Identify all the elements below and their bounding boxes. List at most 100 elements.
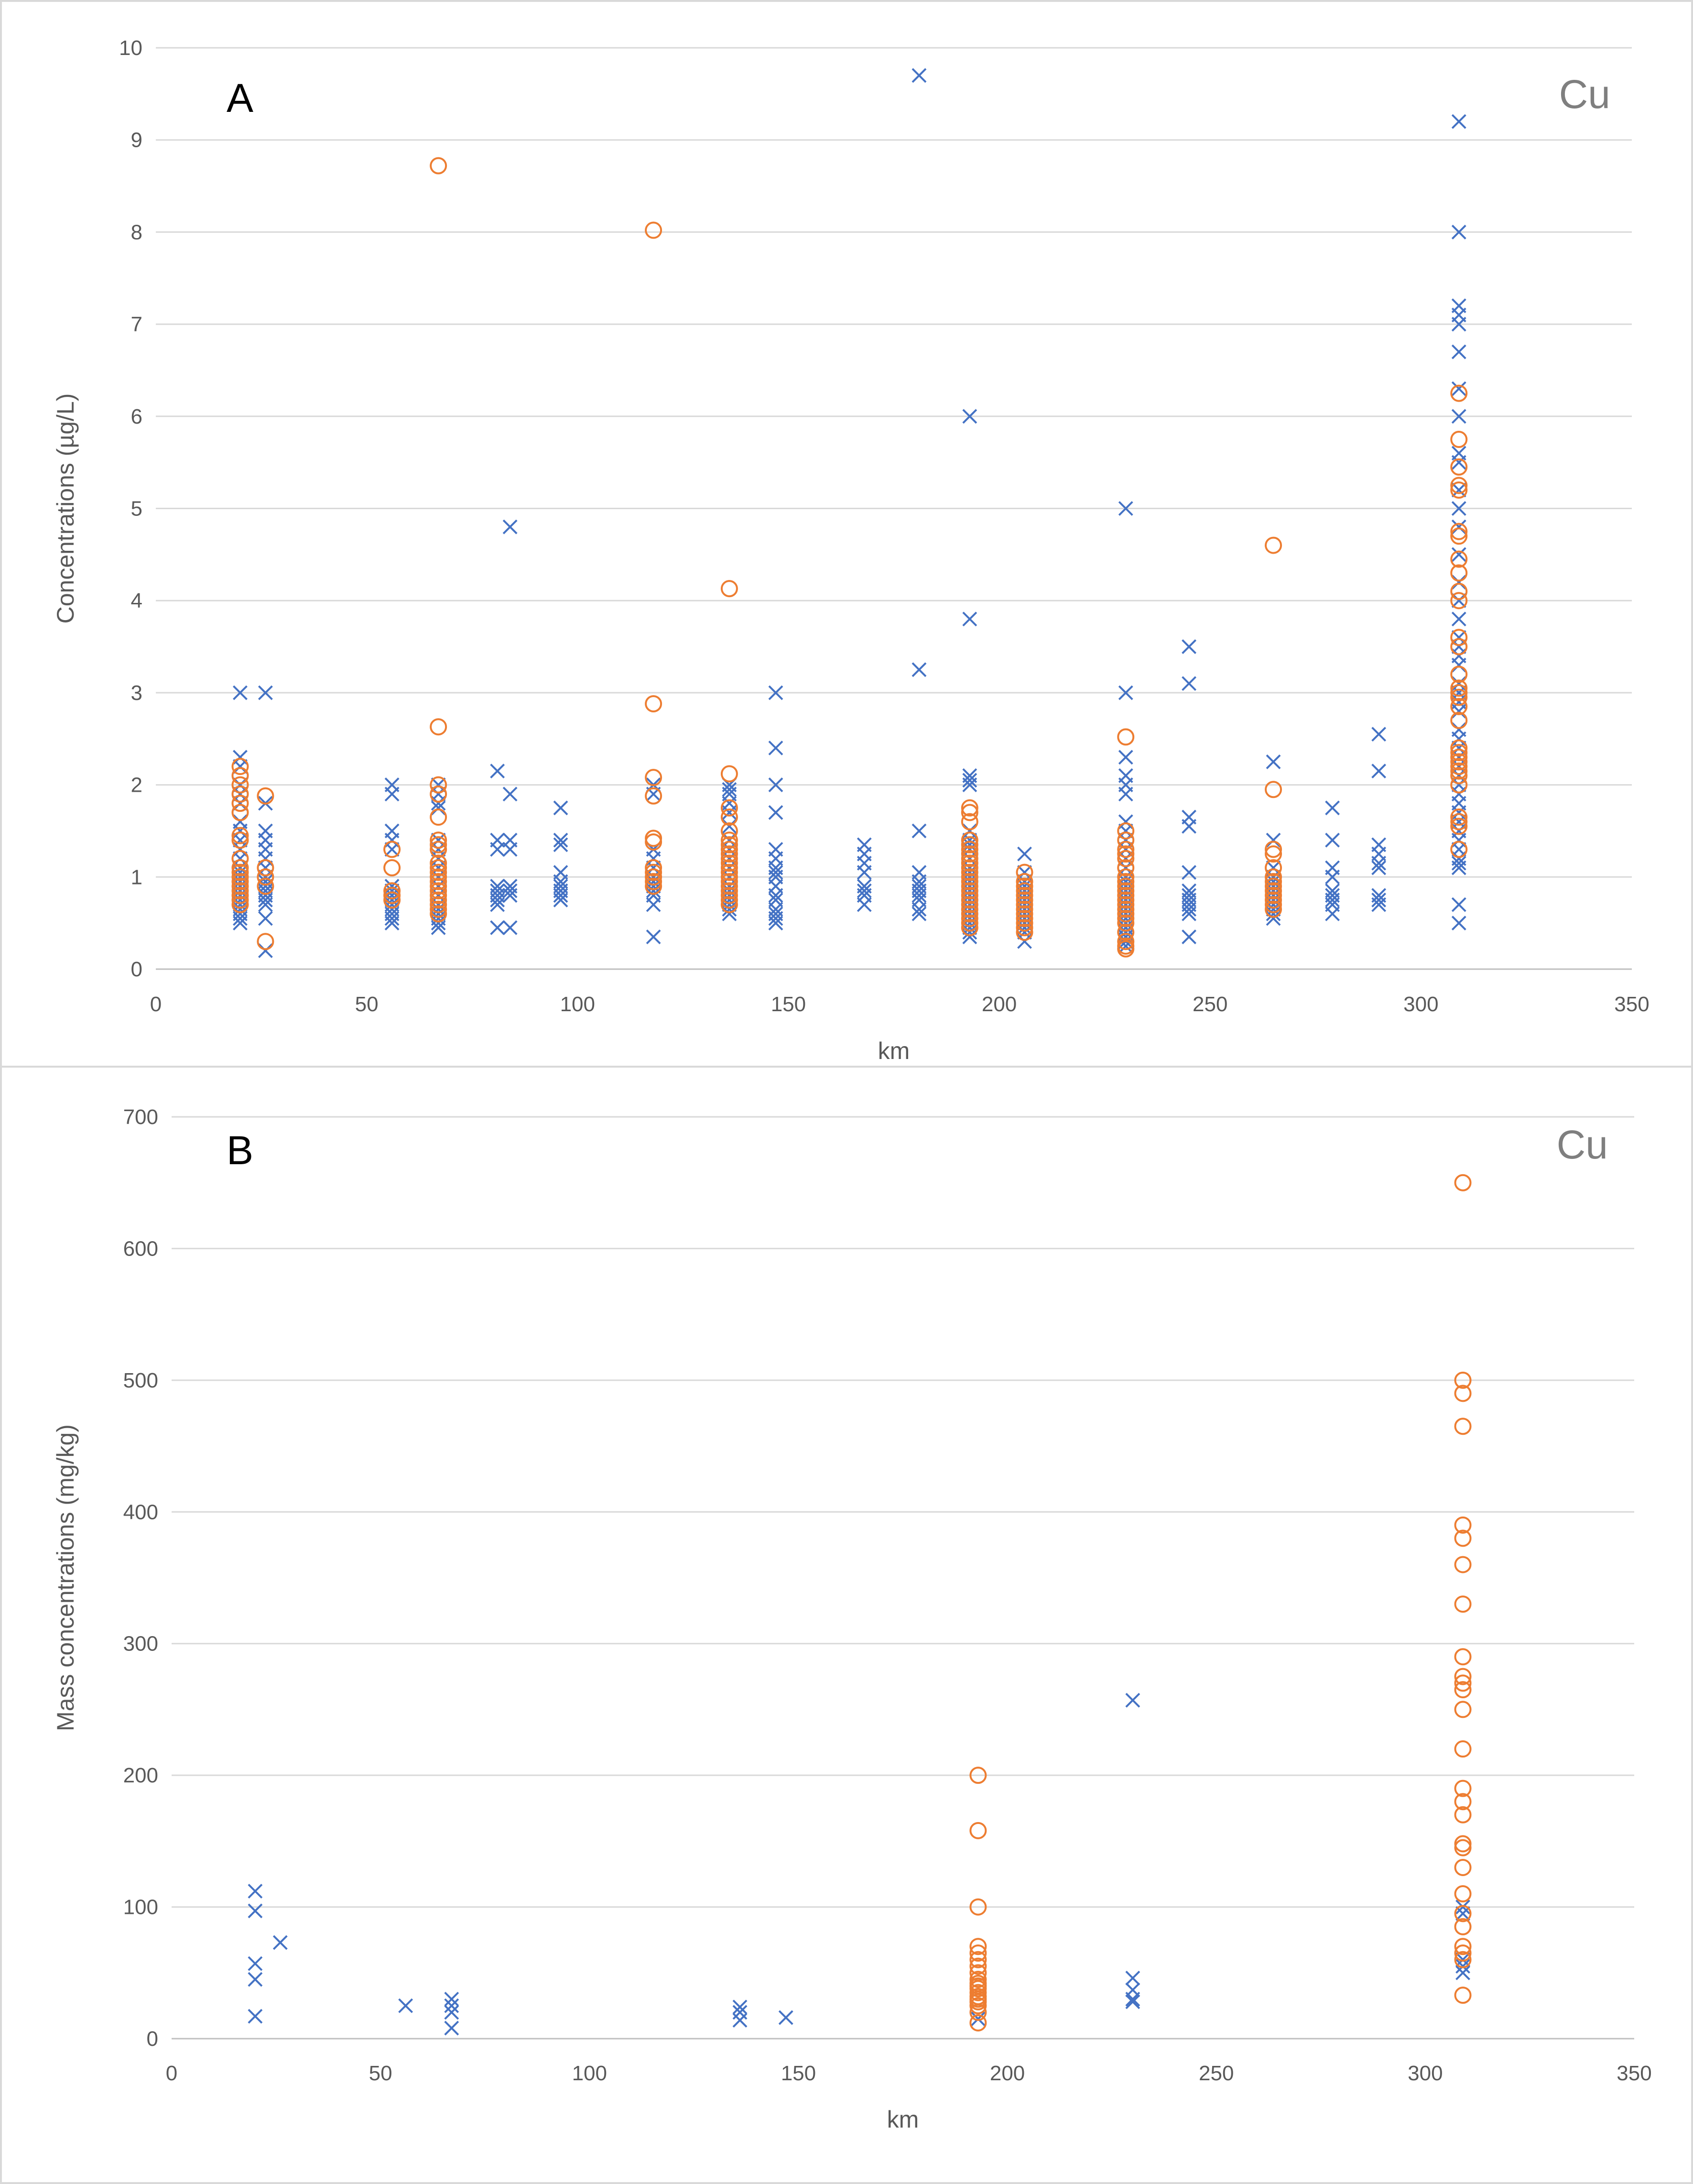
- circle-marker: [257, 787, 274, 805]
- x-tick-label: 150: [781, 2062, 816, 2085]
- circle-marker: [720, 831, 738, 849]
- cross-marker: [1266, 754, 1281, 769]
- circle-marker: [969, 2003, 987, 2021]
- circle-marker: [720, 845, 738, 863]
- cross-marker: [912, 823, 927, 839]
- cross-marker: [1371, 860, 1387, 875]
- cross-marker: [1455, 1959, 1470, 1974]
- circle-marker: [645, 769, 662, 786]
- circle-marker: [1454, 1529, 1472, 1547]
- circle-marker: [961, 836, 978, 853]
- circle-marker: [969, 1984, 987, 2001]
- circle-marker: [645, 868, 662, 886]
- circle-marker: [1450, 758, 1468, 775]
- circle-marker: [1450, 744, 1468, 762]
- cross-marker: [258, 911, 273, 926]
- cross-marker: [778, 2010, 793, 2025]
- x-tick-label: 100: [572, 2062, 607, 2085]
- circle-marker: [430, 836, 447, 853]
- circle-marker: [1450, 527, 1468, 545]
- cross-marker: [1371, 855, 1387, 871]
- cross-marker: [1266, 832, 1281, 848]
- cross-marker: [1325, 893, 1340, 907]
- cross-marker: [444, 1998, 459, 2013]
- cross-marker: [732, 1999, 748, 2015]
- circle-marker: [1117, 877, 1135, 895]
- x-tick-label: 200: [982, 993, 1017, 1016]
- x-tick-label: 50: [355, 993, 379, 1016]
- circle-marker: [969, 1938, 987, 1955]
- x-tick-label: 300: [1403, 993, 1438, 1016]
- circle-marker: [1454, 1780, 1472, 1797]
- circle-marker: [645, 221, 662, 239]
- circle-marker: [1016, 910, 1033, 928]
- cross-marker: [1451, 704, 1466, 719]
- circle-marker: [645, 787, 662, 805]
- cross-marker: [258, 685, 273, 700]
- cross-marker: [912, 662, 927, 677]
- circle-marker: [961, 831, 978, 849]
- y-tick-label: 100: [123, 1896, 158, 1919]
- cross-marker: [1455, 1900, 1470, 1914]
- y-tick-label: 600: [123, 1237, 158, 1260]
- cross-marker: [1118, 685, 1133, 700]
- circle-marker: [961, 859, 978, 877]
- circle-marker: [231, 831, 249, 849]
- circle-marker: [961, 804, 978, 821]
- cross-marker: [1455, 1952, 1470, 1967]
- circle-marker: [1454, 1701, 1472, 1718]
- circle-marker: [720, 822, 738, 840]
- cross-marker: [553, 893, 568, 907]
- circle-marker: [1450, 762, 1468, 780]
- circle-marker: [961, 863, 978, 881]
- cross-marker: [857, 883, 872, 898]
- circle-marker: [1450, 767, 1468, 785]
- circle-marker: [430, 900, 447, 918]
- cross-marker: [553, 888, 568, 903]
- y-tick-label: 300: [123, 1632, 158, 1656]
- cross-marker: [384, 916, 400, 931]
- circle-marker: [1454, 1793, 1472, 1811]
- circle-marker: [645, 859, 662, 877]
- cross-marker: [490, 764, 505, 779]
- cross-marker: [857, 897, 872, 912]
- circle-marker: [1450, 666, 1468, 683]
- circle-marker: [720, 836, 738, 853]
- circle-marker: [1450, 748, 1468, 766]
- x-tick-label: 150: [771, 993, 806, 1016]
- y-tick-label: 0: [147, 2027, 158, 2051]
- circle-marker: [1016, 923, 1033, 941]
- circle-marker: [1450, 629, 1468, 646]
- circle-marker: [961, 854, 978, 872]
- circle-marker: [231, 758, 249, 775]
- circle-marker: [961, 850, 978, 867]
- circle-marker: [961, 799, 978, 817]
- circle-marker: [961, 919, 978, 937]
- y-tick-label: 4: [131, 589, 142, 612]
- circle-marker: [257, 868, 274, 886]
- cross-marker: [646, 883, 661, 898]
- cross-marker: [1325, 832, 1340, 848]
- cross-marker: [1451, 855, 1466, 871]
- circle-marker: [1450, 550, 1468, 568]
- circle-marker: [1450, 679, 1468, 697]
- circle-marker: [1454, 1858, 1472, 1876]
- cross-marker: [1451, 455, 1466, 470]
- circle-marker: [1450, 841, 1468, 858]
- x-tick-label: 100: [560, 993, 595, 1016]
- cross-marker: [444, 2005, 459, 2020]
- circle-marker: [961, 877, 978, 895]
- circle-marker: [430, 841, 447, 858]
- circle-marker: [969, 1822, 987, 1839]
- cross-marker: [502, 786, 518, 802]
- cross-marker: [722, 902, 737, 917]
- circle-marker: [969, 1944, 987, 1962]
- circle-marker: [1450, 808, 1468, 826]
- circle-marker: [1450, 698, 1468, 715]
- circle-marker: [1117, 850, 1135, 867]
- circle-marker: [961, 891, 978, 909]
- circle-marker: [1450, 739, 1468, 757]
- circle-marker: [720, 859, 738, 877]
- circle-marker: [1265, 859, 1282, 877]
